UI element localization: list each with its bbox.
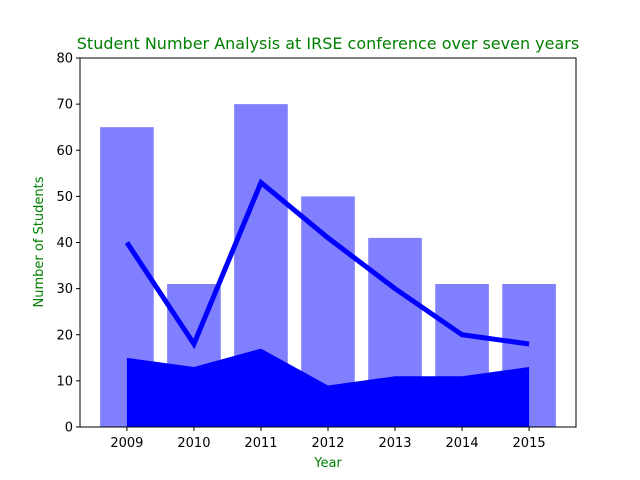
x-tick-label: 2009: [110, 436, 143, 451]
y-axis: 0 10 20 30 40 50 60 70 80: [56, 52, 80, 436]
area-series: [126, 348, 530, 427]
area-path: [126, 348, 530, 427]
line-series: [124, 178, 530, 350]
line-path: [124, 178, 530, 350]
x-axis-label: Year: [313, 456, 342, 471]
y-tick-label: 50: [56, 190, 73, 205]
plot-area: [79, 57, 577, 428]
y-tick-label: 80: [56, 52, 73, 67]
y-tick-label: 70: [56, 98, 73, 113]
x-tick-label: 2011: [244, 436, 277, 451]
y-tick-label: 40: [56, 236, 73, 251]
y-tick-label: 10: [56, 374, 73, 389]
chart-title: Student Number Analysis at IRSE conferen…: [77, 34, 579, 53]
y-tick-label: 60: [56, 144, 73, 159]
x-tick-label: 2013: [378, 436, 411, 451]
y-axis-label: Number of Students: [32, 176, 47, 307]
y-tick-label: 30: [56, 282, 73, 297]
x-tick-label: 2015: [513, 436, 546, 451]
x-tick-label: 2012: [311, 436, 344, 451]
y-tick-label: 0: [65, 421, 73, 436]
y-tick-label: 20: [56, 328, 73, 343]
x-tick-label: 2010: [177, 436, 210, 451]
x-axis: 2009 2010 2011 2012 2013 2014 2015: [110, 427, 546, 451]
x-tick-label: 2014: [446, 436, 479, 451]
